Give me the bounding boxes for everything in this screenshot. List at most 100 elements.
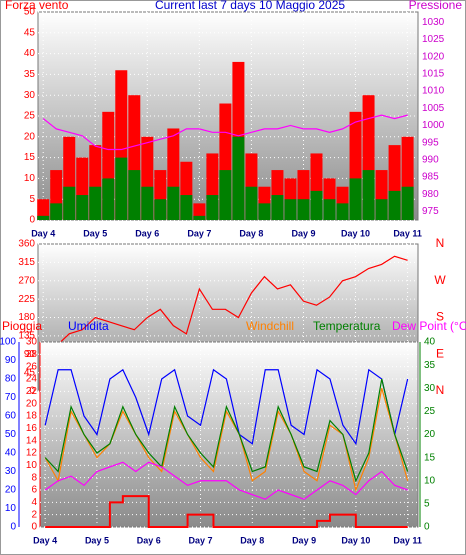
bar — [115, 157, 128, 220]
y-tick-label: 0 — [29, 215, 35, 226]
legend-entry: Windchill — [246, 319, 294, 333]
y-tick-label: 15 — [24, 152, 36, 163]
y2-tick-label: 985 — [422, 172, 439, 183]
y-tick-label: 45 — [24, 27, 36, 38]
line — [43, 255, 408, 347]
bar — [193, 215, 206, 220]
bar — [401, 186, 414, 220]
x-tick-label: Day 5 — [85, 535, 109, 545]
y3-tick-label: 40 — [5, 448, 17, 459]
legend-entry: Pioggia — [2, 319, 42, 333]
y3-tick-label: 30 — [5, 466, 17, 477]
y-tick-label: 26 — [26, 361, 38, 372]
bar — [167, 186, 180, 220]
y2-tick-label: 35 — [424, 360, 436, 371]
y2-tick-label: E — [436, 346, 444, 360]
y2-tick-label: 1020 — [422, 51, 445, 62]
y2-tick-label: 1030 — [422, 17, 445, 28]
y-tick-label: 0 — [29, 386, 35, 397]
bar — [271, 195, 284, 220]
y-tick-label: 5 — [29, 194, 35, 205]
x-tick-label: Day 8 — [239, 228, 263, 238]
y2-tick-label: N — [436, 236, 445, 250]
y2-tick-label: 1005 — [422, 103, 445, 114]
x-tick-label: Day 10 — [341, 228, 370, 238]
y2-tick-label: 25 — [424, 406, 436, 417]
x-tick-label: Day 11 — [393, 535, 422, 545]
y-tick-label: 10 — [24, 173, 36, 184]
x-tick-label: Day 5 — [83, 228, 107, 238]
bar — [362, 170, 375, 220]
y3-tick-label: 70 — [5, 392, 17, 403]
line — [44, 378, 409, 483]
y-tick-label: 90 — [24, 349, 36, 360]
y-tick-label: 20 — [24, 131, 36, 142]
y2-axis-label: Pressione — [409, 0, 463, 12]
y-tick-label: 6 — [31, 485, 37, 496]
x-tick-label: Day 10 — [341, 535, 370, 545]
bar — [154, 199, 167, 220]
bar — [102, 178, 115, 220]
bar — [388, 190, 401, 220]
y-tick-label: 24 — [26, 374, 38, 385]
x-tick-label: Day 6 — [137, 535, 161, 545]
y-tick-label: 18 — [26, 411, 38, 422]
y-tick-label: 45 — [24, 367, 36, 378]
y2-tick-label: 975 — [422, 206, 439, 217]
bar — [297, 199, 310, 220]
y-tick-label: 315 — [18, 257, 35, 268]
bar — [63, 186, 76, 220]
y2-tick-label: 10 — [424, 475, 436, 486]
bar — [50, 203, 63, 220]
y-tick-label: 40 — [24, 48, 36, 59]
y3-tick-label: 0 — [10, 522, 16, 533]
bar — [219, 170, 232, 220]
y-tick-label: 8 — [31, 472, 37, 483]
bar — [141, 186, 154, 220]
x-tick-label: Day 7 — [189, 535, 213, 545]
x-tick-label: Day 4 — [31, 228, 55, 238]
y2-tick-label: W — [434, 273, 446, 287]
y3-tick-label: 100 — [0, 337, 16, 348]
x-tick-label: Day 9 — [291, 228, 315, 238]
y2-tick-label: 1010 — [422, 86, 445, 97]
chart-title: Current last 7 days 10 Maggio 2025 — [155, 0, 345, 12]
bar — [128, 170, 141, 220]
line — [42, 114, 408, 151]
y3-tick-label: 90 — [5, 355, 17, 366]
y2-tick-label: 995 — [422, 137, 439, 148]
y-tick-label: 225 — [18, 294, 35, 305]
bar — [76, 195, 89, 220]
y-tick-label: 14 — [26, 435, 38, 446]
y2-tick-label: 990 — [422, 154, 439, 165]
legend-entry: Temperatura — [313, 319, 381, 333]
bar — [206, 195, 219, 220]
y-tick-label: 25 — [24, 111, 36, 122]
y2-tick-label: 5 — [424, 499, 430, 510]
y2-tick-label: S — [436, 310, 444, 324]
y-tick-label: 135 — [18, 331, 35, 342]
y2-tick-label: 30 — [424, 383, 436, 394]
y-tick-label: 16 — [26, 423, 38, 434]
y2-tick-label: 1000 — [422, 120, 445, 131]
y3-tick-label: 80 — [5, 374, 17, 385]
line — [44, 461, 408, 500]
y-tick-label: 22 — [26, 386, 38, 397]
y-axis-label: Forza vento — [5, 0, 69, 12]
y-tick-label: 270 — [18, 275, 35, 286]
plot-background — [39, 341, 419, 528]
bar — [375, 199, 388, 220]
line — [44, 388, 409, 492]
y-tick-label: 0 — [31, 522, 37, 533]
y-tick-label: 2 — [31, 509, 37, 520]
y3-tick-label: 50 — [5, 429, 17, 440]
bar — [258, 203, 271, 220]
y-tick-label: 12 — [26, 448, 38, 459]
y-tick-label: 360 — [18, 239, 35, 250]
bar — [284, 199, 297, 220]
y2-tick-label: 20 — [424, 429, 436, 440]
legend-entry: Dew Point (°C) — [392, 319, 466, 333]
bar — [245, 186, 258, 220]
x-tick-label: Day 7 — [187, 228, 211, 238]
